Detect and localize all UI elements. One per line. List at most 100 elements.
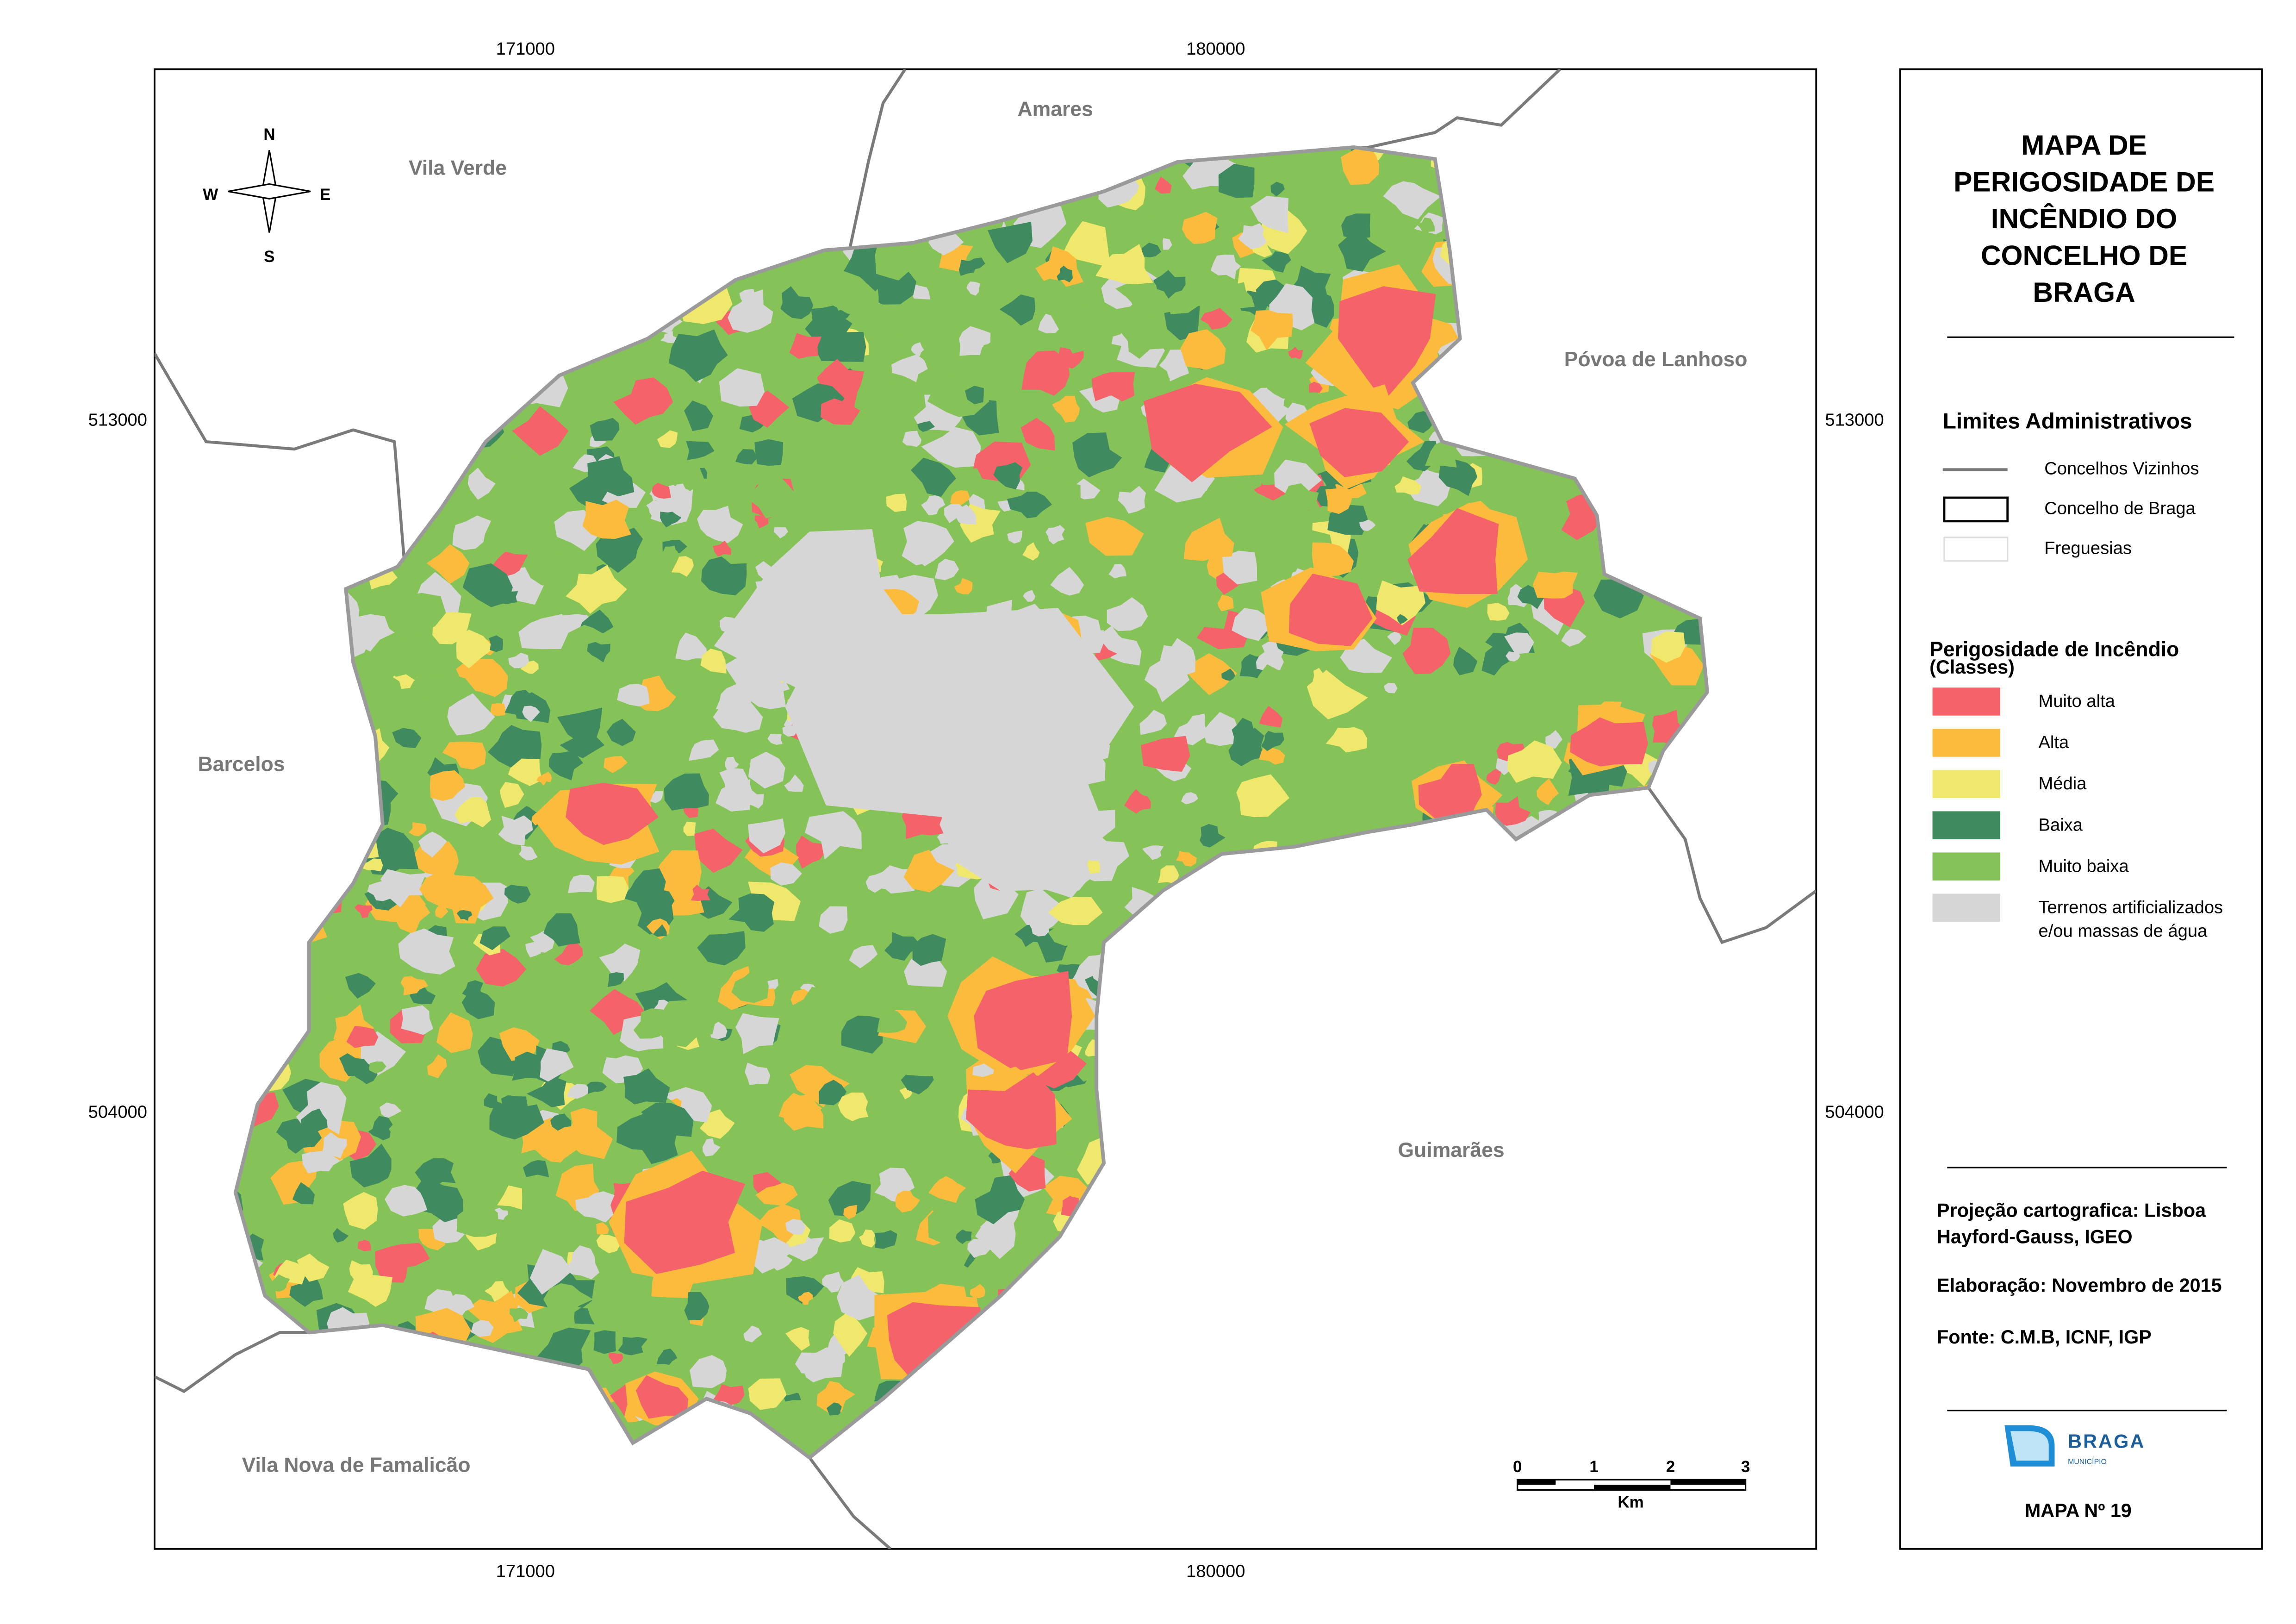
land-patch: [656, 1348, 678, 1365]
land-patch: [1075, 478, 1101, 500]
land-patch: [790, 987, 842, 1030]
land-patch: [529, 1249, 573, 1295]
land-patch: [1072, 432, 1122, 478]
land-patch: [1504, 632, 1534, 655]
hazard-zone: [1338, 286, 1436, 402]
land-patch: [613, 377, 673, 425]
land-patch: [927, 373, 989, 418]
land-patch: [1153, 270, 1186, 299]
scale-label: 0: [1513, 1458, 1522, 1476]
boundary: [1647, 787, 1817, 944]
land-patch: [1120, 446, 1135, 459]
land-patch: [911, 342, 924, 356]
land-patch: [1085, 517, 1144, 556]
land-patch: [1217, 594, 1234, 612]
land-patch: [489, 635, 503, 652]
land-patch: [349, 1143, 392, 1188]
hazard-zone: [1407, 508, 1499, 594]
class-swatch: [1932, 893, 2000, 922]
land-patch: [1481, 645, 1512, 676]
land-patch: [498, 815, 533, 845]
land-patch: [520, 661, 539, 674]
land-patch: [700, 648, 727, 674]
land-patch: [1107, 597, 1148, 631]
land-patch: [735, 1013, 779, 1055]
land-patch: [1545, 730, 1563, 749]
land-patch: [593, 1330, 616, 1354]
land-patch: [966, 281, 980, 296]
land-patch: [512, 406, 569, 456]
land-patch: [633, 1008, 672, 1039]
logo-sub: MUNICÍPIO: [2068, 1457, 2107, 1466]
land-patch: [1236, 774, 1290, 818]
map-title: BRAGA: [2033, 276, 2135, 308]
land-patch: [1250, 196, 1289, 233]
land-patch: [360, 922, 406, 960]
land-patch: [672, 483, 690, 498]
land-patch: [1238, 223, 1267, 250]
land-patch: [1050, 304, 1101, 354]
land-patch: [754, 515, 769, 529]
legend-label: Concelhos Vizinhos: [2044, 459, 2199, 479]
land-patch: [1157, 865, 1179, 884]
neighbour-label: Amares: [1017, 98, 1093, 120]
land-patch: [663, 545, 678, 556]
land-patch: [564, 625, 606, 645]
land-patch: [560, 391, 598, 433]
land-patch: [697, 931, 746, 966]
land-patch: [1120, 317, 1173, 359]
class-swatch: [1932, 811, 2000, 839]
credit: Projeção cartografica: Lisboa: [1937, 1199, 2206, 1221]
land-patch: [1341, 213, 1370, 240]
land-patch: [526, 1075, 566, 1107]
coord-label: 180000: [1186, 1562, 1245, 1581]
hazard-zone: [1570, 717, 1648, 767]
land-patch: [1050, 567, 1084, 596]
land-patch: [385, 1185, 428, 1217]
land-patch: [802, 1176, 828, 1204]
land-patch: [1506, 651, 1520, 662]
land-patch: [987, 221, 1033, 263]
land-patch: [401, 1005, 434, 1035]
land-patch: [596, 1222, 609, 1235]
land-patch: [899, 1087, 913, 1099]
land-patch: [1182, 212, 1218, 244]
land-patch: [950, 489, 971, 508]
land-patch: [833, 1311, 868, 1357]
land-patch: [747, 476, 800, 519]
land-patch: [773, 527, 788, 539]
land-patch: [1651, 631, 1686, 663]
land-patch: [427, 1054, 447, 1079]
land-patch: [784, 774, 804, 792]
land-patch: [560, 727, 605, 758]
land-patch: [956, 1229, 972, 1244]
land-patch: [623, 1068, 670, 1105]
hazard-zone: [1418, 764, 1482, 824]
land-patch: [781, 1373, 811, 1396]
land-patch: [797, 1292, 813, 1305]
land-patch: [436, 1012, 473, 1053]
land-patch: [1537, 778, 1559, 806]
land-patch: [1176, 851, 1197, 867]
scale-label: 2: [1666, 1458, 1675, 1476]
land-patch: [419, 872, 462, 910]
land-patch: [725, 756, 739, 771]
land-patch: [537, 1179, 574, 1211]
neighbour-label: Vila Nova de Famalicão: [242, 1454, 471, 1476]
hazard-title: Perigosidade de Incêndio: [1929, 638, 2179, 661]
land-patch: [946, 468, 983, 493]
land-patch: [1532, 571, 1578, 599]
land-patch: [975, 1175, 1025, 1224]
land-patch: [412, 1176, 463, 1223]
land-patch: [1228, 728, 1265, 767]
hazard-zone: [1288, 574, 1373, 646]
land-patch: [321, 1132, 347, 1158]
land-patch: [737, 538, 772, 564]
hazard-zone: [974, 971, 1072, 1072]
land-patch: [686, 441, 715, 460]
land-patch: [728, 289, 773, 333]
land-patch: [349, 1260, 373, 1282]
land-patch: [400, 635, 447, 678]
land-patch: [795, 1347, 843, 1383]
land-patch: [522, 706, 540, 722]
